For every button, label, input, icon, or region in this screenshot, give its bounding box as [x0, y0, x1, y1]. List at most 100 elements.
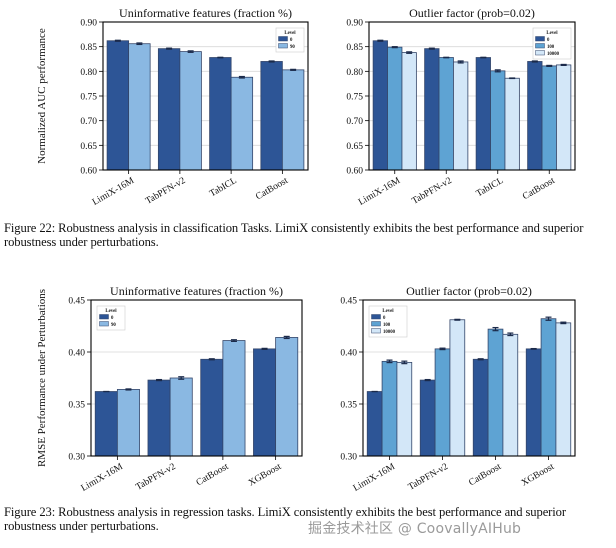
x-tick-label: XGBoost	[520, 462, 556, 489]
x-tick-label: TabPFN-v2	[407, 462, 450, 493]
y-tick-label: 0.85	[346, 43, 363, 53]
chart-title: Uninformative features (fraction %)	[119, 6, 292, 20]
bar-tabpfn-v2-level-100	[434, 348, 451, 457]
y-tick-label: 0.40	[340, 349, 357, 359]
y-tick-label: 0.30	[340, 453, 357, 463]
chart-title: Outlier factor (prob=0.02)	[409, 6, 535, 20]
legend: Level 0 100 10000	[532, 27, 572, 60]
bar-limix-16m-level-10000	[401, 52, 417, 171]
y-tick-label: 0.35	[340, 401, 357, 411]
y-tick-label: 0.40	[68, 349, 85, 359]
x-tick-label: LimiX-16M	[91, 176, 137, 208]
y-tick-label: 0.45	[68, 297, 85, 307]
legend-title: Level	[284, 31, 296, 36]
legend-label: 10000	[547, 52, 560, 57]
x-tick-label: LimiX-16M	[352, 462, 398, 494]
y-tick-label: 0.90	[80, 19, 97, 29]
y-tick-label: 0.80	[346, 68, 363, 78]
bar-tabpfn-v2-level-90	[169, 377, 193, 457]
y-tick-label: 0.85	[80, 43, 97, 53]
plot-frame	[362, 299, 576, 457]
legend-label: 0	[383, 316, 386, 321]
x-tick-label: CatBoost	[195, 462, 231, 489]
bar-limix-16m-level-90	[128, 43, 151, 171]
x-tick-label: CatBoost	[254, 176, 290, 203]
bar-limix-16m-level-100	[387, 46, 403, 171]
y-tick-label: 0.75	[80, 93, 97, 103]
legend-swatch-level-90	[99, 321, 109, 327]
legend: Level 0 90	[275, 27, 305, 53]
x-tick-label: TabPFN-v2	[410, 176, 453, 207]
x-tick-label: CatBoost	[521, 176, 557, 203]
bar-catboost-level-0	[527, 61, 543, 171]
legend: Level 0 90	[96, 305, 126, 331]
bar-catboost-level-100	[541, 65, 557, 171]
legend-label: 0	[547, 38, 550, 43]
figure-22-caption: Figure 22: Robustness analysis in classi…	[4, 221, 584, 249]
chart-title: Uninformative features (fraction %)	[110, 284, 283, 298]
legend-label: 100	[383, 323, 391, 328]
y-tick-label: 0.70	[80, 117, 97, 127]
y-axis-label: RMSE Performance under Perturbations	[36, 289, 48, 467]
legend-swatch-level-0	[278, 36, 288, 42]
legend-label: 100	[547, 45, 555, 50]
bar-limix-16m-level-100	[381, 360, 398, 457]
y-tick-label: 0.80	[80, 68, 97, 78]
bar-tabpfn-v2-level-0	[424, 48, 440, 171]
bar-tabpfn-v2-level-0	[147, 379, 171, 457]
legend-swatch-level-100	[535, 43, 545, 49]
legend-swatch-level-0	[535, 36, 545, 42]
legend-swatch-level-10000	[371, 328, 381, 334]
bar-xgboost-level-0	[525, 348, 542, 457]
bar-catboost-level-0	[260, 61, 283, 171]
bar-tabicl-level-100	[490, 70, 506, 171]
y-tick-label: 0.45	[340, 297, 357, 307]
bar-limix-16m-level-0	[106, 40, 130, 171]
legend-swatch-level-0	[371, 314, 381, 320]
bar-tabicl-level-90	[230, 76, 254, 171]
bar-tabicl-level-10000	[504, 77, 520, 171]
y-tick-label: 0.30	[68, 453, 85, 463]
bar-catboost-level-10000	[556, 64, 572, 171]
bar-tabpfn-v2-level-90	[179, 51, 202, 171]
x-tick-label: XGBoost	[247, 462, 283, 489]
y-tick-label: 0.90	[346, 19, 363, 29]
bar-xgboost-level-90	[275, 337, 299, 457]
bar-catboost-level-100	[487, 328, 504, 457]
bar-tabpfn-v2-level-0	[419, 379, 436, 457]
legend-title: Level	[382, 309, 394, 314]
x-tick-label: TabICL	[208, 176, 239, 199]
legend-swatch-level-0	[99, 314, 109, 320]
bar-xgboost-level-0	[253, 348, 277, 457]
bar-catboost-level-0	[200, 358, 224, 457]
x-tick-label: TabICL	[475, 176, 506, 199]
x-tick-label: CatBoost	[467, 462, 503, 489]
legend-label: 90	[111, 323, 116, 328]
x-tick-label: TabPFN-v2	[134, 462, 177, 493]
bar-limix-16m-level-0	[366, 391, 383, 457]
chart-title: Outlier factor (prob=0.02)	[406, 284, 532, 298]
y-tick-label: 0.60	[80, 167, 97, 177]
bar-limix-16m-level-0	[372, 40, 388, 171]
legend-swatch-level-10000	[535, 50, 545, 56]
bar-limix-16m-level-0	[94, 391, 118, 457]
legend-label: 0	[111, 316, 114, 321]
legend-swatch-level-100	[371, 321, 381, 327]
plot-frame	[102, 21, 309, 171]
bar-xgboost-level-100	[540, 318, 557, 457]
bar-tabpfn-v2-level-100	[438, 57, 454, 171]
bar-tabpfn-v2-level-0	[157, 48, 181, 171]
y-tick-label: 0.35	[68, 401, 85, 411]
bar-catboost-level-10000	[502, 333, 519, 457]
x-tick-label: TabPFN-v2	[144, 176, 187, 207]
legend-title: Level	[546, 31, 558, 36]
y-tick-label: 0.75	[346, 93, 363, 103]
y-tick-label: 0.65	[346, 142, 363, 152]
bar-catboost-level-0	[472, 358, 489, 457]
bar-tabicl-level-0	[209, 57, 232, 171]
bar-tabpfn-v2-level-10000	[453, 61, 469, 171]
legend-label: 90	[290, 45, 295, 50]
x-tick-label: LimiX-16M	[357, 176, 403, 208]
